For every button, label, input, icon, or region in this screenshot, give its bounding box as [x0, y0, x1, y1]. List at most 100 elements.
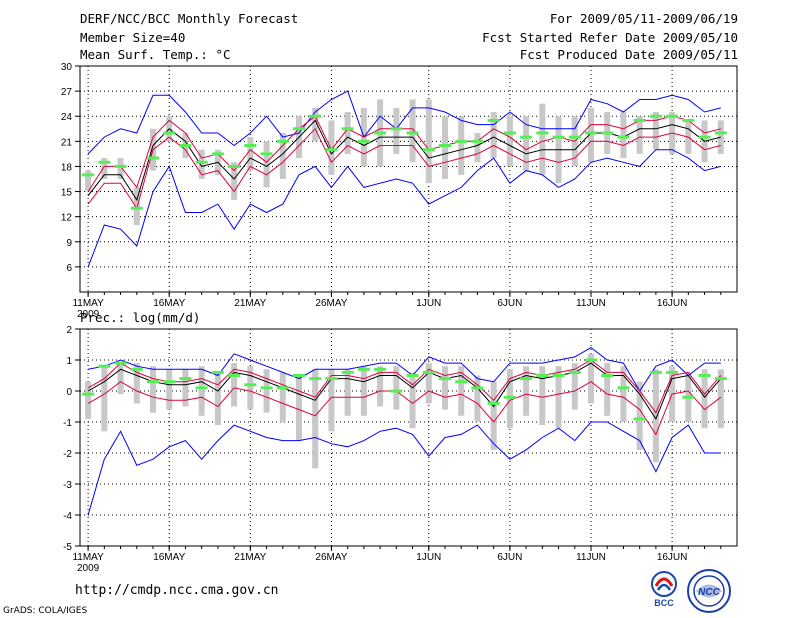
temp-spread-bar [425, 99, 432, 184]
temp-spread-bar [523, 116, 530, 171]
temp-obs-mark [503, 131, 516, 135]
temp-obs-mark [147, 156, 159, 160]
temp-obs-mark [455, 139, 468, 143]
temp-obs-mark [130, 206, 143, 210]
prec-spread-bar [231, 363, 238, 407]
temp-obs-mark [260, 152, 273, 156]
prec-spread-bar [571, 363, 578, 410]
temp-ytick-label: 15 [61, 188, 73, 199]
prec-max-line [88, 347, 721, 392]
temp-obs-mark [601, 131, 614, 135]
temp-obs-mark [211, 152, 224, 156]
prec-spread-bar [717, 369, 724, 429]
temp-obs-mark [341, 127, 354, 131]
temp-ytick-label: 21 [61, 137, 73, 148]
prec-obs-mark [471, 386, 484, 390]
source-url[interactable]: http://cmdp.ncc.cma.gov.cn [75, 583, 279, 598]
temp-obs-mark [617, 135, 630, 139]
temp-obs-mark [422, 148, 435, 152]
temp-xtick-label: 11MAY [72, 298, 104, 309]
prec-spread-bar [101, 366, 108, 432]
temp-obs-mark [325, 148, 338, 152]
prec-obs-mark [617, 386, 630, 390]
temp-obs-mark [244, 144, 257, 148]
temp-obs-mark [714, 131, 727, 135]
temp-obs-mark [666, 114, 679, 118]
temp-spread-bar [231, 162, 238, 200]
temp-mean-line [87, 119, 721, 202]
temp-obs-mark [82, 173, 95, 177]
grads-credit: GrADS: COLA/IGES [3, 606, 88, 616]
temp-obs-mark [309, 114, 322, 118]
bcc-logo-text: BCC [654, 598, 674, 608]
prec-obs-mark [422, 370, 435, 374]
prec-ytick-label: -2 [63, 449, 72, 460]
bcc-logo-icon: BCC [651, 571, 677, 608]
prec-spread-bar [588, 353, 594, 404]
prec-plot-frame [79, 328, 738, 547]
prec-obs-mark [276, 386, 289, 390]
prec-obs-mark [228, 374, 241, 377]
prec-ytick-label: 0 [66, 387, 72, 398]
prec-spread-bar [604, 363, 611, 416]
temp-obs-mark [536, 131, 549, 135]
prec-spread-bar [523, 366, 530, 416]
prec-spread-bar [312, 369, 319, 469]
prec-spread-bar [636, 381, 643, 450]
temp-obs-mark [98, 160, 111, 164]
temp-xtick-label: 1JUN [416, 298, 441, 309]
temp-obs-mark [293, 127, 305, 131]
prec-obs-mark [503, 395, 516, 399]
temp-spread-bar [490, 112, 497, 159]
prec-obs-mark [633, 417, 646, 421]
temp-plot-frame [79, 65, 738, 293]
prec-spread-bar [214, 372, 221, 426]
prec-obs-mark [682, 395, 695, 399]
temp-spread-bar [247, 137, 254, 171]
temp-obs-mark [439, 144, 451, 148]
prec-xtick-label: 16MAY [153, 552, 185, 563]
temp-spread-bar [328, 120, 335, 175]
prec-spread-bar [506, 369, 513, 429]
prec-spread-bar [166, 369, 173, 410]
prec-ytick-label: 1 [66, 356, 72, 367]
prec-obs-mark [390, 389, 403, 393]
prec-xtick-label: 11MAY [72, 552, 104, 563]
temp-obs-mark [114, 164, 127, 168]
temp-obs-mark [471, 139, 484, 143]
prec-obs-mark [552, 374, 565, 377]
prec-spread-bar [458, 366, 465, 416]
temp-spread-bar [636, 116, 643, 154]
prec-obs-mark [666, 370, 679, 374]
prec-spread-bar [150, 366, 156, 413]
temp-obs-mark [179, 144, 192, 148]
temp-min-line [87, 149, 721, 268]
prec-spread-bar [701, 369, 708, 429]
temp-xtick-year: 2009 [77, 309, 100, 320]
prec-ytick-label: -4 [63, 511, 72, 522]
prec-spread-bar [296, 375, 302, 441]
prec-obs-mark [585, 358, 597, 362]
temp-spread-bar [198, 149, 205, 179]
prec-spread-bar [263, 369, 270, 413]
temp-spread-bar [117, 158, 124, 179]
temp-spread-bar [620, 112, 627, 159]
temp-spread-bar [539, 103, 546, 175]
temp-xtick-label: 26MAY [315, 298, 347, 309]
prec-obs-mark [147, 380, 159, 384]
prec-obs-mark [439, 377, 451, 381]
prec-obs-mark [179, 377, 192, 381]
temp-spread-bar [588, 107, 594, 163]
temp-obs-mark [633, 118, 646, 122]
prec-mean-line [87, 362, 722, 420]
temp-obs-mark [195, 160, 208, 164]
prec-obs-mark [260, 386, 273, 390]
temp-spread-bar [393, 107, 400, 154]
temp-spread-bar [442, 116, 448, 179]
prec-xtick-label: 16JUN [657, 552, 688, 563]
prec-spread-bar [117, 363, 124, 395]
temp-ytick-label: 12 [61, 213, 73, 224]
ncc-logo-text: NCC [698, 587, 720, 598]
temp-obs-mark [406, 131, 419, 135]
